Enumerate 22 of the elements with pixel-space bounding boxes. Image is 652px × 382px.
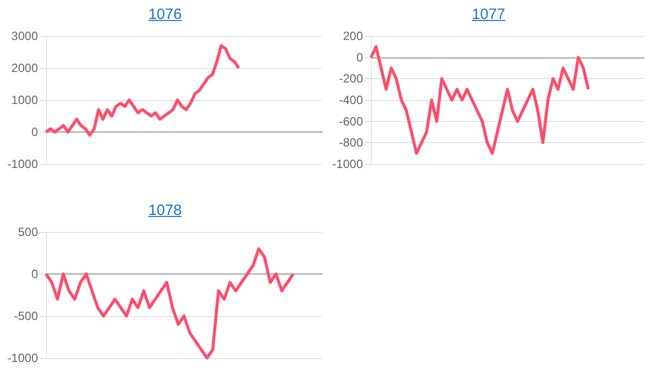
y-tick-label: -500 — [14, 309, 38, 323]
y-tick-label: 0 — [31, 267, 38, 281]
y-tick-label: -400 — [338, 93, 364, 107]
y-tick-label: -1000 — [7, 351, 38, 365]
y-tick-label: -800 — [338, 136, 364, 150]
y-tick-label: -200 — [338, 72, 364, 86]
chart-title: 1078 — [147, 201, 183, 220]
y-tick-label: -600 — [338, 114, 364, 128]
chart-title: 1076 — [147, 5, 183, 24]
y-tick-label: 0 — [31, 125, 38, 139]
y-tick-label: 2000 — [11, 61, 38, 75]
y-tick-label: -1000 — [332, 157, 364, 171]
y-tick-label: 0 — [356, 50, 364, 64]
y-tick-label: -1000 — [7, 157, 38, 171]
line-series — [370, 45, 590, 155]
line-series — [44, 247, 295, 360]
y-tick-label: 200 — [342, 29, 364, 43]
line-series — [44, 44, 240, 137]
y-tick-label: 1000 — [11, 93, 38, 107]
chart-title: 1077 — [470, 5, 506, 24]
y-tick-label: 3000 — [11, 29, 38, 43]
y-tick-label: 500 — [18, 225, 38, 239]
